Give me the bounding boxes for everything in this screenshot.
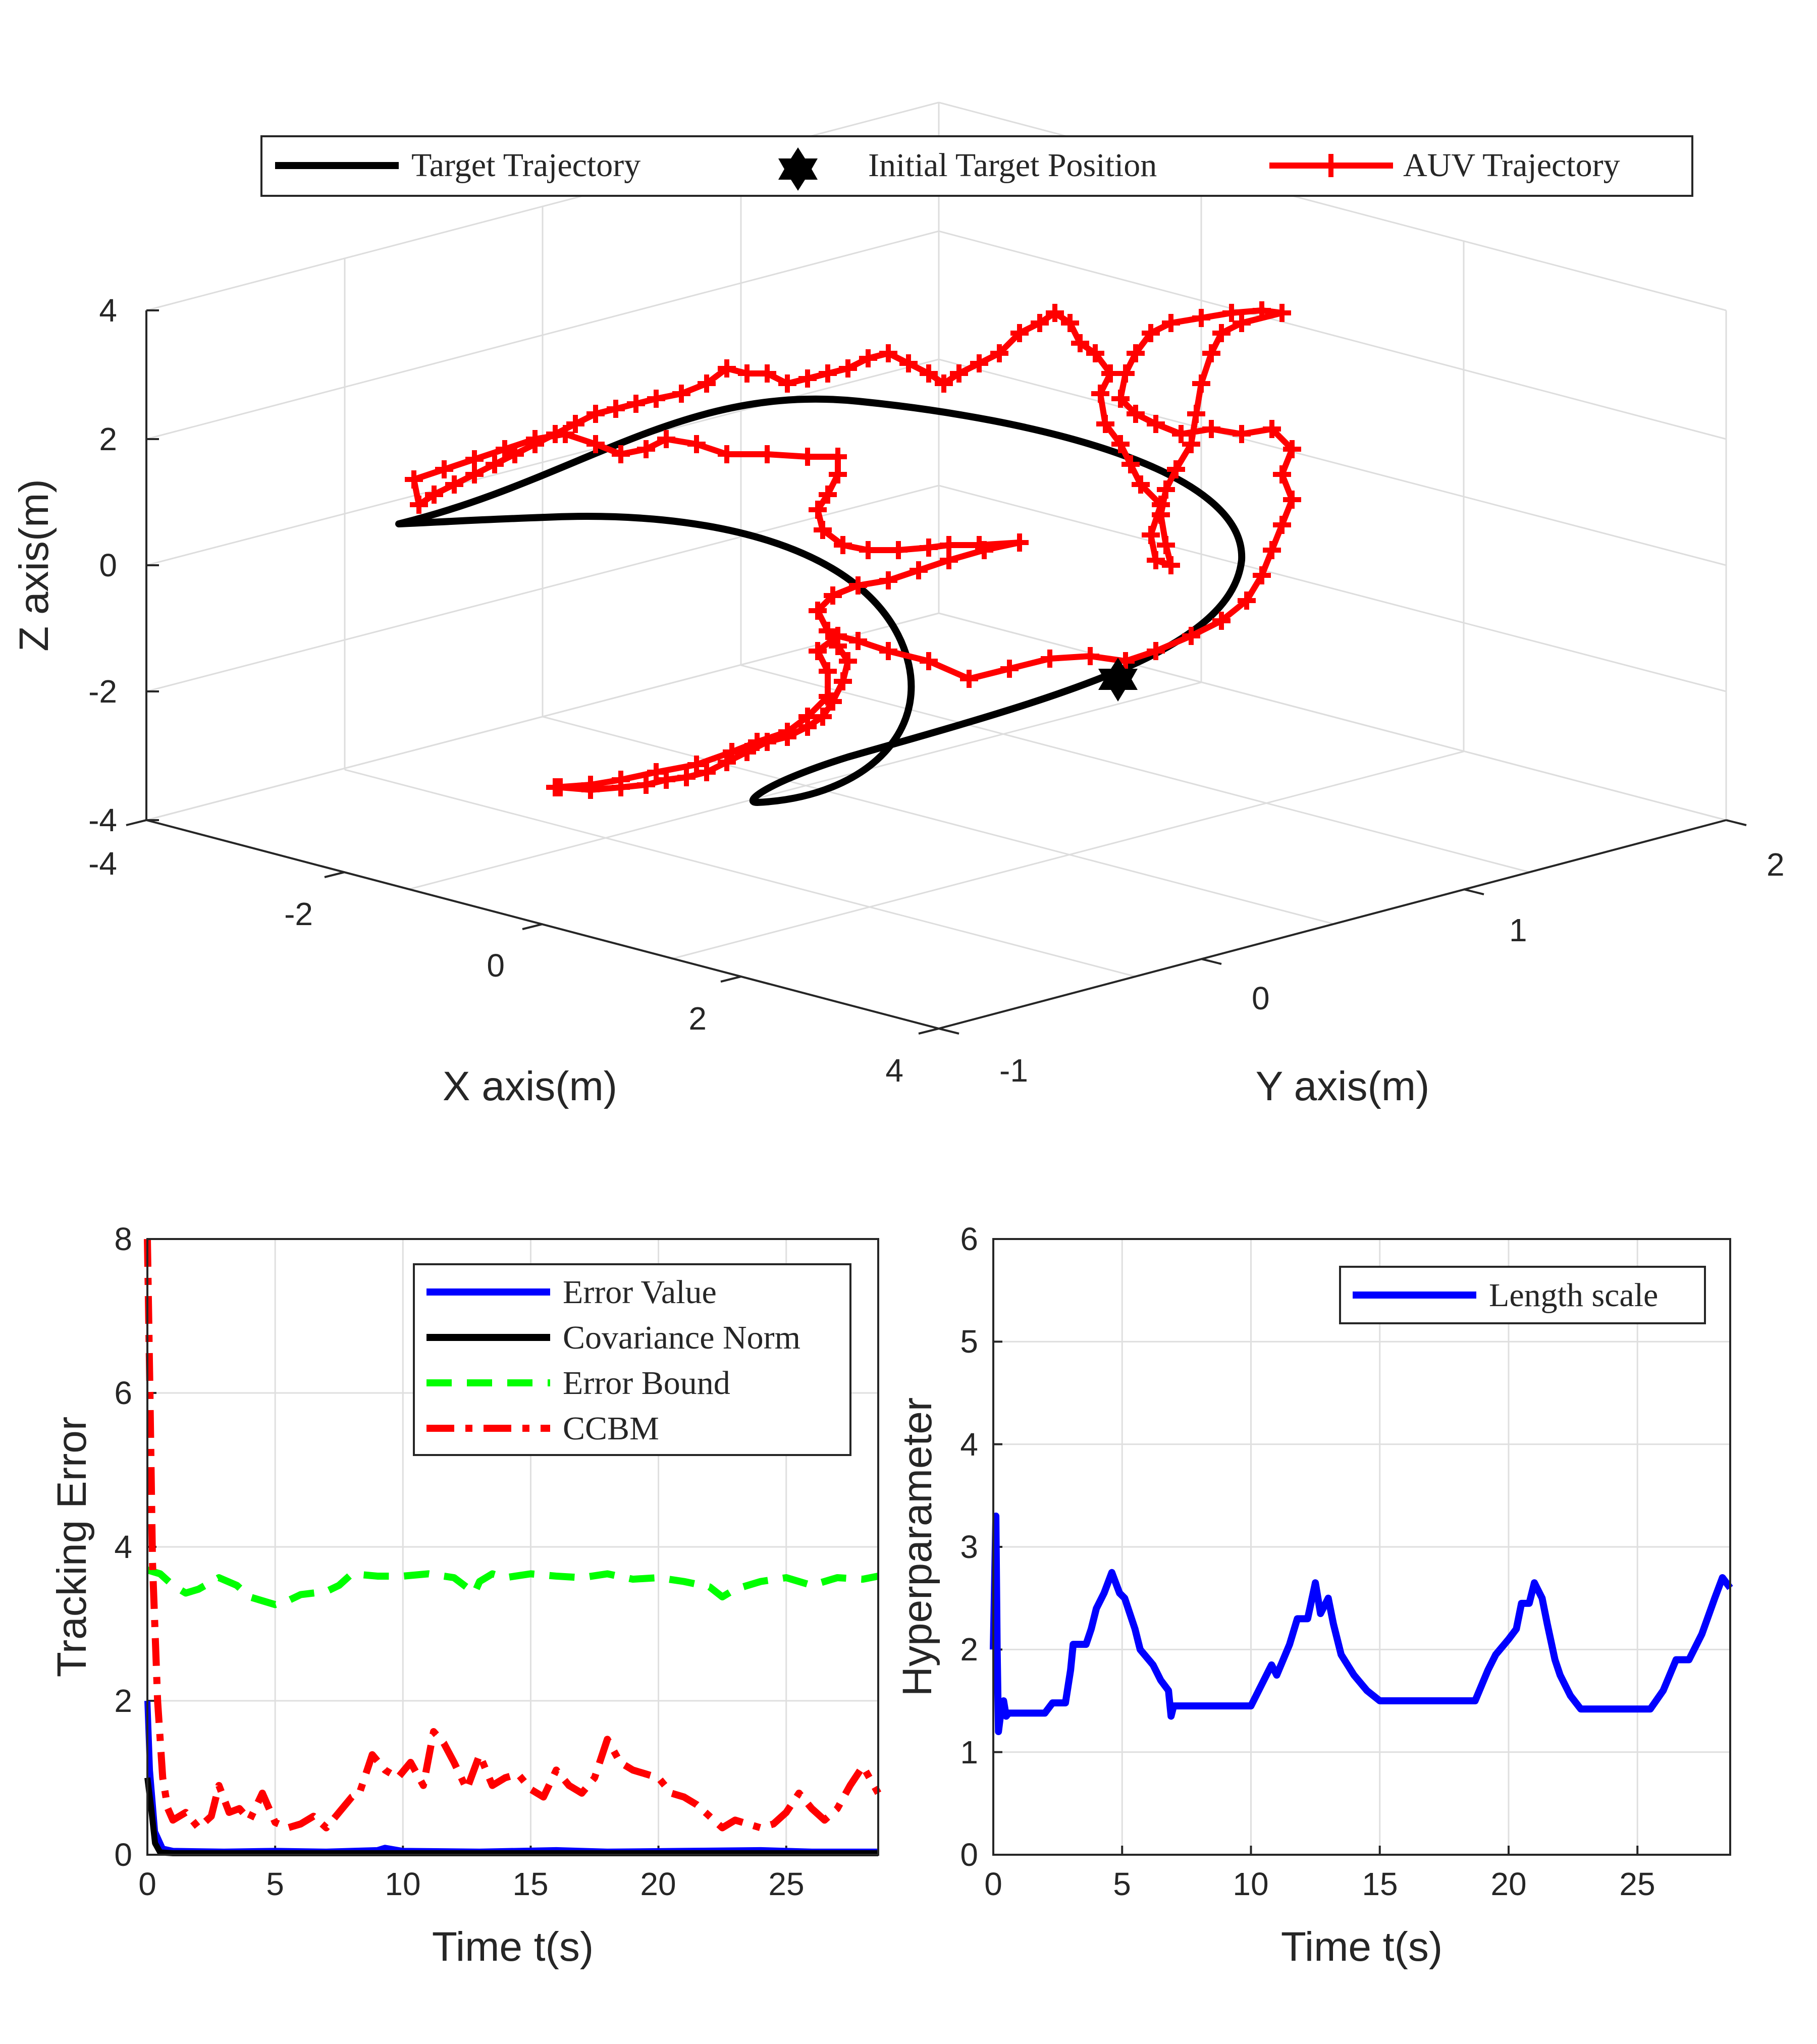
right-legend: Length scale	[1339, 1266, 1706, 1324]
legend-label-error: Error Value	[563, 1274, 717, 1311]
plot3d-yticks: -1 0 1 2	[999, 846, 1785, 1089]
right-y-axis-label: Hyperparameter	[894, 1397, 940, 1696]
plot3d-legend: Target Trajectory Initial Target Positio…	[260, 135, 1693, 197]
left-x-tick: 20	[640, 1866, 676, 1902]
initial-target-position-marker	[1098, 658, 1138, 702]
legend-star-icon	[778, 147, 818, 191]
legend-plus-icon	[1319, 154, 1343, 177]
left-x-tick: 25	[768, 1866, 804, 1902]
left-y-axis-label: Tracking Error	[49, 1417, 95, 1677]
left-y-tick: 2	[114, 1683, 132, 1719]
x-tick: 2	[688, 1000, 707, 1037]
y-tick: 0	[1252, 980, 1270, 1016]
right-x-tick: 0	[984, 1866, 1002, 1902]
legend-label-target: Target Trajectory	[411, 147, 640, 184]
plot3d-xticks: -4 -2 0 2 4	[88, 845, 903, 1089]
legend-label-auv: AUV Trajectory	[1403, 147, 1620, 184]
left-axes-box	[146, 1238, 879, 1856]
z-tick: 2	[99, 421, 117, 457]
x-tick: -4	[88, 845, 117, 882]
z-tick: -4	[88, 802, 117, 838]
right-x-tick: 5	[1113, 1866, 1131, 1902]
auv-trajectory	[405, 301, 1301, 799]
right-y-tick: 5	[960, 1323, 978, 1360]
z-axis-label: Z axis(m)	[11, 479, 57, 652]
right-y-tick: 2	[960, 1631, 978, 1668]
z-tick: 0	[99, 547, 117, 583]
right-x-axis-label: Time t(s)	[1281, 1924, 1442, 1970]
right-axes-box	[992, 1238, 1731, 1856]
tracking-error-plot: 0 5 10 15 20 25 0 2 4 6 8 Time t(s) Trac…	[49, 1221, 882, 1970]
legend-label-ccbm: CCBM	[563, 1410, 659, 1447]
left-x-axis-label: Time t(s)	[432, 1924, 594, 1970]
series-ccbm	[144, 1239, 882, 1832]
right-x-tick: 25	[1619, 1866, 1655, 1902]
right-y-tick: 1	[960, 1734, 978, 1770]
right-x-tick: 10	[1233, 1866, 1268, 1902]
x-tick: -2	[284, 896, 313, 932]
right-y-tick: 3	[960, 1529, 978, 1565]
legend-label-bound: Error Bound	[563, 1365, 730, 1402]
left-series	[144, 1239, 882, 1856]
x-tick: 0	[487, 947, 505, 984]
y-tick: 2	[1767, 846, 1785, 883]
auv-markers	[405, 301, 1301, 799]
plot3d-zticks: 4 2 0 -2 -4	[88, 292, 117, 838]
left-y-tick: 4	[114, 1529, 132, 1565]
x-tick: 4	[885, 1052, 903, 1089]
right-x-tick: 15	[1362, 1866, 1398, 1902]
z-tick: -2	[88, 673, 117, 710]
hyperparameter-plot: 0 5 10 15 20 25 0 1 2 3 4 5 6 Time t(s) …	[894, 1221, 1733, 1970]
plot3d: 4 2 0 -2 -4 -4 -2 0 2 4 -1 0 1 2 X axis(…	[11, 101, 1785, 1109]
left-ticks: 0 5 10 15 20 25 0 2 4 6 8	[114, 1221, 804, 1902]
series-covariance-norm	[144, 1777, 878, 1856]
right-y-tick: 0	[960, 1837, 978, 1873]
left-x-tick: 15	[512, 1866, 548, 1902]
left-x-tick: 5	[266, 1866, 284, 1902]
right-series	[990, 1513, 1733, 1735]
target-trajectory-line	[395, 395, 1246, 806]
left-y-tick: 8	[114, 1221, 132, 1257]
right-ticks: 0 5 10 15 20 25 0 1 2 3 4 5 6	[960, 1221, 1655, 1902]
series-length-scale	[990, 1513, 1733, 1735]
series-error-bound	[146, 1567, 879, 1608]
y-axis-label: Y axis(m)	[1256, 1063, 1430, 1109]
z-tick: 4	[99, 292, 117, 329]
left-legend: Error Value Covariance Norm Error Bound …	[413, 1263, 851, 1456]
right-x-tick: 20	[1490, 1866, 1526, 1902]
right-y-tick: 6	[960, 1221, 978, 1257]
plot3d-axes	[126, 309, 1747, 1035]
right-y-tick: 4	[960, 1426, 978, 1463]
legend-label-cov: Covariance Norm	[563, 1319, 800, 1356]
legend-label-length: Length scale	[1489, 1277, 1658, 1314]
left-x-tick: 10	[385, 1866, 420, 1902]
left-x-tick: 0	[138, 1866, 156, 1902]
left-y-tick: 0	[114, 1837, 132, 1873]
legend-label-initial: Initial Target Position	[868, 147, 1157, 184]
left-y-tick: 6	[114, 1375, 132, 1411]
x-axis-label: X axis(m)	[443, 1063, 617, 1109]
y-tick: 1	[1509, 912, 1527, 948]
y-tick: -1	[999, 1052, 1028, 1089]
